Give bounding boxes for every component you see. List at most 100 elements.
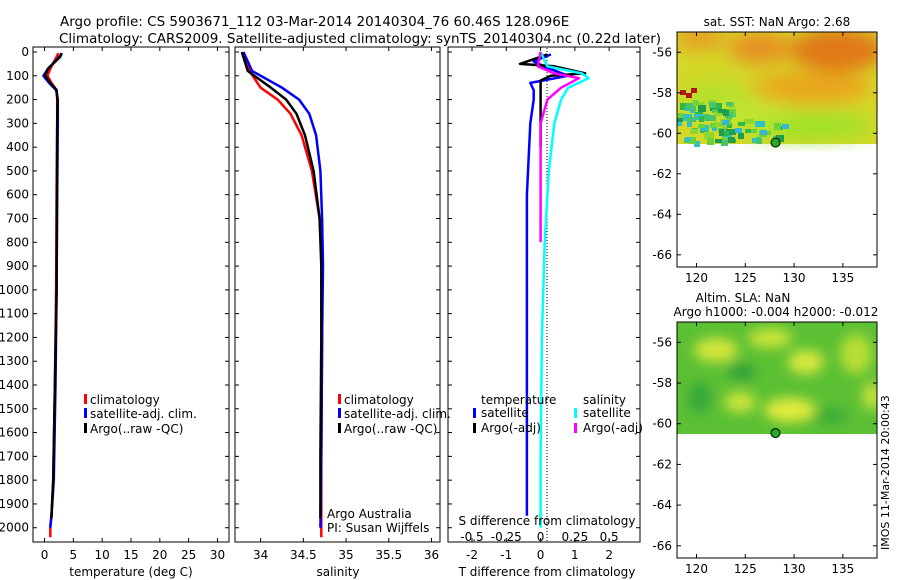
legend-label-temp-satellite: satellite (481, 406, 529, 420)
legend-label-argo: Argo(..raw -QC) (90, 422, 183, 436)
salinity-xlabel: salinity (316, 565, 359, 579)
legend-swatch-satellite (338, 408, 341, 418)
sst-pixel (694, 102, 704, 106)
legend-label-satellite: satellite-adj. clim. (344, 407, 451, 421)
sst-pixel (744, 119, 754, 124)
sst-map-axes: 120 125 130 135 -56 -58 -60 -62 -64 -66 (652, 31, 878, 285)
map-x-tick-label: 135 (831, 271, 854, 285)
sst-pixel (690, 129, 698, 134)
sst-pixel (721, 140, 728, 146)
sst-pixel (726, 102, 733, 106)
x-tick-label: 30 (210, 548, 225, 562)
sst-pixel (709, 102, 716, 108)
x-tick-label: 20 (152, 548, 167, 562)
map-y-tick-label: -56 (652, 335, 672, 349)
sst-pixel (728, 137, 735, 143)
series-line (43, 52, 63, 519)
sst-pixel (677, 118, 683, 122)
salinity-series (240, 51, 325, 538)
difference-axes: -2 -1 0 1 2 -0.5 -0.25 0 0.25 0.5 (447, 46, 641, 562)
depth-tick-label: 600 (6, 188, 29, 202)
sst-pixel (687, 120, 692, 127)
legend-swatch-climatology (84, 394, 87, 404)
sst-pixel (689, 137, 696, 144)
x-tick-label: 5 (70, 548, 78, 562)
sst-pixel (693, 100, 698, 105)
legend-swatch-argo (84, 423, 87, 433)
temperature-panel: 0100200300400500600700800900100011001200… (0, 45, 230, 579)
sst-pixel (776, 135, 784, 142)
sst-pixel (718, 109, 727, 113)
depth-tick-label: 0 (21, 45, 29, 59)
sst-pixel (710, 106, 717, 111)
map-x-tick-label: 135 (831, 562, 854, 576)
depth-tick-label: 1300 (0, 354, 29, 368)
map-y-tick-label: -66 (652, 539, 672, 553)
depth-tick-label: 900 (6, 259, 29, 273)
map-x-tick-label: 120 (685, 562, 708, 576)
sst-pixel (694, 141, 700, 147)
series-line (242, 51, 324, 538)
map-x-tick-label: 130 (783, 271, 806, 285)
sst-pixel (760, 130, 767, 135)
depth-tick-label: 300 (6, 116, 29, 130)
sst-pixel (738, 122, 745, 126)
argo-position-marker (770, 137, 781, 148)
x-tick-label: 0 (41, 548, 49, 562)
temperature-axes: 0100200300400500600700800900100011001200… (0, 45, 230, 562)
x-tick-label: 35 (338, 548, 353, 562)
sst-pixel (726, 129, 736, 135)
depth-tick-label: 1100 (0, 307, 29, 321)
salinity-panel: 34 34.5 35 35.5 36 climatology satellite-adj… (234, 46, 451, 579)
x-top-tick-label: 0 (537, 530, 545, 544)
map-y-tick-label: -60 (652, 417, 672, 431)
x-top-tick-label: -0.5 (460, 530, 483, 544)
legend-label-satellite: satellite-adj. clim. (90, 407, 197, 421)
series-line (240, 51, 323, 519)
sst-pixel (691, 88, 697, 93)
depth-tick-label: 400 (6, 140, 29, 154)
map-y-tick-label: -58 (652, 376, 672, 390)
sst-pixel (714, 112, 722, 116)
legend-label-climatology: climatology (344, 393, 414, 407)
sst-pixel (719, 129, 724, 136)
sst-pixel (680, 103, 688, 110)
map-y-tick-label: -66 (652, 248, 672, 262)
series-line (539, 51, 590, 528)
difference-top-xlabel: S difference from climatology (459, 514, 636, 528)
sst-pixel (686, 103, 693, 109)
depth-tick-label: 500 (6, 164, 29, 178)
x-tick-label: 0 (537, 548, 545, 562)
figure-title-line1: Argo profile: CS 5903671_112 03-Mar-2014… (60, 14, 569, 30)
annotation-pi: PI: Susan Wijffels (327, 521, 429, 535)
annotation-argo-australia: Argo Australia (327, 507, 412, 521)
x-top-tick-label: 0.5 (600, 530, 619, 544)
sla-map-subtitle: Argo h1000: -0.004 h2000: -0.012 (674, 305, 879, 319)
sst-pixel (715, 139, 722, 143)
sst-pixel (687, 117, 696, 122)
series-line (242, 51, 325, 528)
sla-map-panel: Altim. SLA: NaN Argo h1000: -0.004 h2000… (652, 291, 879, 576)
map-frame (676, 321, 878, 559)
map-x-tick-label: 125 (734, 562, 757, 576)
temperature-series (42, 52, 63, 538)
plot-frame (32, 46, 230, 543)
sst-map-title: sat. SST: NaN Argo: 2.68 (704, 15, 851, 29)
sst-pixel (680, 90, 686, 95)
sst-pixel (747, 129, 757, 133)
difference-panel: -2 -1 0 1 2 -0.5 -0.25 0 0.25 0.5 temperature sal… (447, 46, 643, 579)
legend-title-salinity: salinity (583, 393, 626, 407)
legend-label-climatology: climatology (90, 393, 160, 407)
map-y-tick-label: -62 (652, 457, 672, 471)
depth-tick-label: 1900 (0, 497, 29, 511)
map-y-tick-label: -58 (652, 86, 672, 100)
sla-map-title: Altim. SLA: NaN (696, 291, 791, 305)
sst-pixel (709, 115, 716, 121)
sst-pixel (726, 123, 732, 128)
legend-swatch-satellite (84, 408, 87, 418)
map-x-tick-label: 125 (734, 271, 757, 285)
plot-frame (447, 46, 641, 543)
map-y-tick-label: -62 (652, 167, 672, 181)
temperature-xlabel: temperature (deg C) (69, 565, 192, 579)
x-top-tick-label: -0.25 (491, 530, 522, 544)
